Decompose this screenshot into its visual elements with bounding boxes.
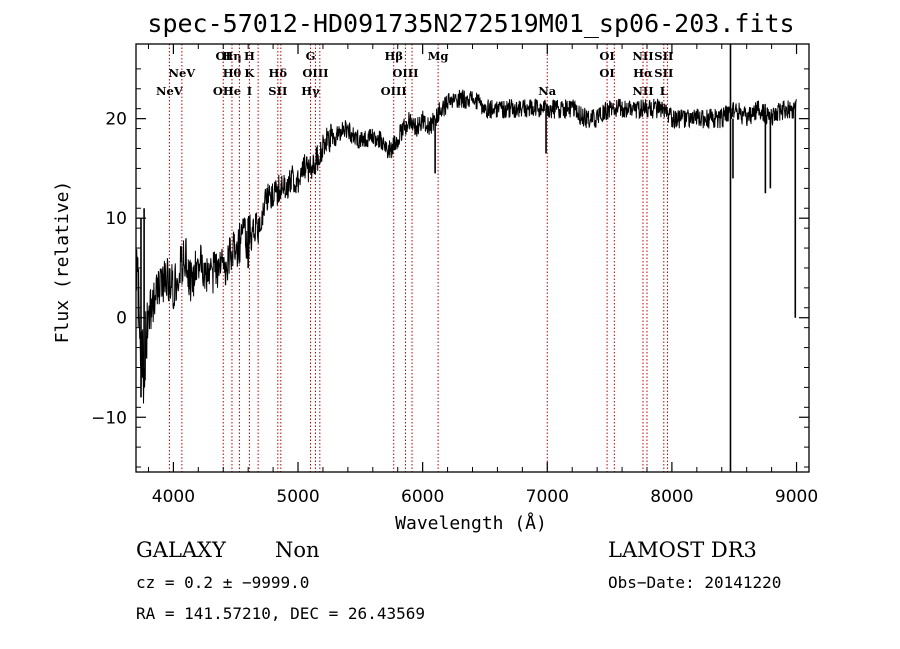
line-marker-label: Hη bbox=[222, 49, 241, 63]
flux-curve bbox=[135, 89, 797, 404]
ra-dec-coordinates: RA = 141.57210, DEC = 26.43569 bbox=[136, 604, 425, 623]
line-marker-label: SII bbox=[654, 49, 673, 63]
line-marker-label: Hθ bbox=[223, 66, 242, 80]
survey-name: LAMOST DR3 bbox=[608, 538, 757, 562]
line-marker-label: OIII bbox=[392, 66, 418, 80]
line-marker-label: NII bbox=[632, 84, 653, 98]
line-marker-label: OI bbox=[599, 66, 614, 80]
line-marker-label: G bbox=[306, 49, 316, 63]
line-marker-label: Hα bbox=[633, 66, 653, 80]
emission-line-markers: NeV NeV OI OII Hη Hθ He HKI Hδ SII G Hγ OIII Hβ OIII OI… bbox=[156, 44, 673, 472]
line-marker-label: I bbox=[247, 84, 252, 98]
line-marker-label: Hβ bbox=[384, 49, 403, 63]
line-marker-label: H bbox=[244, 49, 255, 63]
x-axis-label: Wavelength (Å) bbox=[395, 512, 547, 534]
y-tick-label: −10 bbox=[91, 408, 127, 428]
line-marker-label: K bbox=[244, 66, 255, 80]
line-marker-label: Hγ bbox=[301, 84, 320, 98]
y-tick-labels: −10 0 10 20 bbox=[91, 110, 127, 429]
obs-date: Obs−Date: 20141220 bbox=[608, 573, 781, 592]
y-tick-label: 0 bbox=[116, 309, 127, 329]
line-marker-label: NII bbox=[632, 49, 653, 63]
x-tick-label: 4000 bbox=[152, 487, 195, 507]
axis-ticks bbox=[136, 44, 809, 472]
redshift-cz: cz = 0.2 ± −9999.0 bbox=[136, 573, 309, 592]
line-marker-label: OIII bbox=[381, 84, 407, 98]
line-marker-label: NeV bbox=[156, 84, 184, 98]
object-subclass: Non bbox=[275, 538, 320, 562]
line-marker-label: OI bbox=[216, 49, 231, 63]
x-tick-label: 5000 bbox=[276, 487, 319, 507]
y-axis-label: Flux (relative) bbox=[52, 181, 73, 344]
x-tick-label: 9000 bbox=[775, 487, 818, 507]
line-marker-label: OI bbox=[599, 49, 614, 63]
line-marker-label: OII bbox=[213, 84, 234, 98]
chart-title: spec-57012-HD091735N272519M01_sp06-203.f… bbox=[147, 9, 794, 38]
y-tick-label: 10 bbox=[105, 209, 127, 229]
line-marker-label: Na bbox=[538, 84, 557, 98]
line-marker-label: SII bbox=[654, 66, 673, 80]
line-marker-label: He bbox=[223, 84, 241, 98]
x-tick-label: 7000 bbox=[526, 487, 569, 507]
spectrum-series bbox=[135, 44, 797, 472]
line-marker-label: SII bbox=[268, 84, 287, 98]
x-tick-label: 6000 bbox=[401, 487, 444, 507]
object-class: GALAXY bbox=[136, 538, 227, 562]
x-tick-labels: 4000 5000 6000 7000 8000 9000 bbox=[152, 487, 818, 507]
line-marker-label: Hδ bbox=[269, 66, 288, 80]
plot-frame bbox=[135, 43, 810, 473]
line-marker-label: OIII bbox=[302, 66, 328, 80]
line-marker-label: NeV bbox=[168, 66, 196, 80]
x-tick-label: 8000 bbox=[650, 487, 693, 507]
y-tick-label: 20 bbox=[105, 110, 127, 130]
line-marker-label: L bbox=[660, 84, 668, 98]
line-marker-label: Mg bbox=[428, 49, 449, 63]
